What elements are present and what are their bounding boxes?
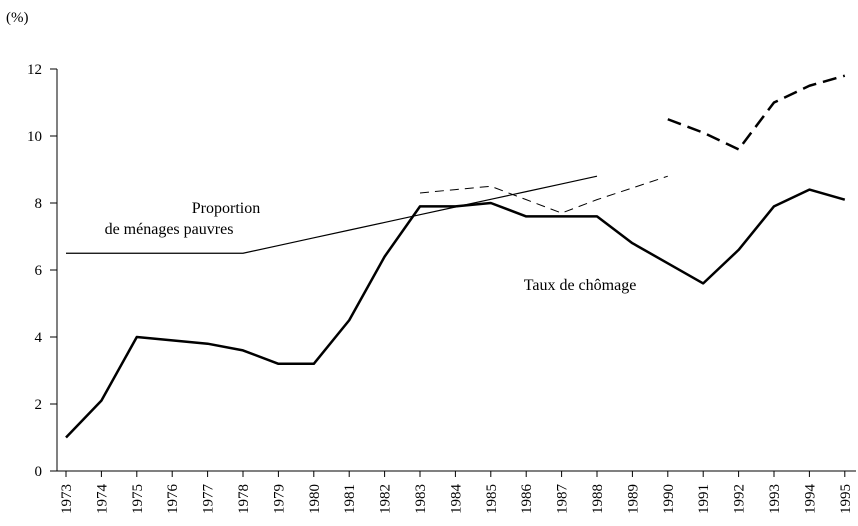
x-tick-label: 1978 <box>236 484 252 514</box>
x-tick-label: 1977 <box>201 484 217 515</box>
x-tick-label: 1994 <box>802 484 818 515</box>
x-tick-label: 1985 <box>484 484 500 514</box>
x-tick-label: 1981 <box>342 484 358 514</box>
x-tick-label: 1992 <box>732 484 748 514</box>
x-tick-label: 1986 <box>519 484 535 515</box>
x-tick-label: 1983 <box>413 484 429 514</box>
y-tick-label: 12 <box>27 62 42 78</box>
x-tick-label: 1993 <box>767 484 783 514</box>
x-tick-label: 1990 <box>661 484 677 514</box>
x-tick-label: 1980 <box>307 484 323 514</box>
x-tick-label: 1989 <box>625 484 641 514</box>
y-tick-label: 0 <box>35 464 43 480</box>
x-tick-label: 1991 <box>696 484 712 514</box>
series-line <box>66 175 598 254</box>
x-tick-label: 1974 <box>94 484 110 515</box>
y-tick-label: 6 <box>35 263 43 279</box>
x-tick-label: 1995 <box>838 484 854 514</box>
series-line <box>667 74 846 151</box>
x-tick-label: 1975 <box>130 484 146 514</box>
y-unit-label: (%) <box>6 10 29 26</box>
series-line <box>419 175 668 214</box>
y-tick-label: 8 <box>35 196 43 212</box>
y-tick-label: 4 <box>35 330 43 346</box>
x-tick-label: 1973 <box>59 484 75 514</box>
y-tick-label: 2 <box>35 397 43 413</box>
x-tick-label: 1979 <box>271 484 287 514</box>
annotation: Taux de chômage <box>524 277 637 294</box>
y-tick-label: 10 <box>27 129 42 145</box>
x-tick-label: 1987 <box>555 484 571 515</box>
annotation: de ménages pauvres <box>105 221 234 238</box>
x-tick-label: 1982 <box>378 484 394 514</box>
x-tick-label: 1988 <box>590 484 606 514</box>
series-line <box>65 188 846 439</box>
x-tick-label: 1984 <box>448 484 464 515</box>
annotation: Proportion <box>192 200 260 217</box>
x-tick-label: 1976 <box>165 484 181 515</box>
